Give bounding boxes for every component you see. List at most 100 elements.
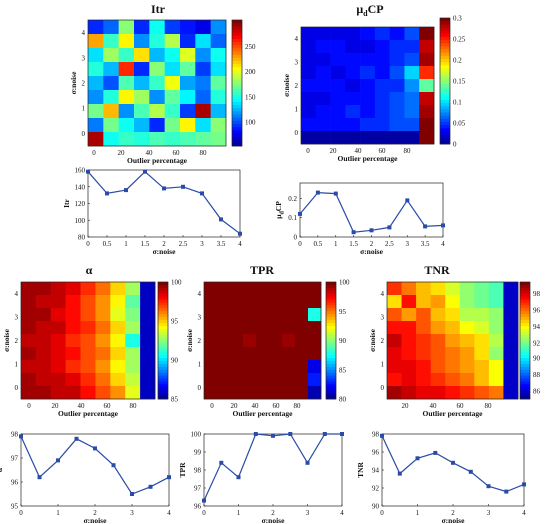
- heatmap-cell: [118, 62, 135, 77]
- colorbar-segment: [232, 64, 242, 68]
- heatmap-cell: [164, 76, 181, 91]
- line-panel-2: 0 0.5 1 1.5 2 2.5 3 3.5 4 80 100 120 140 160 σ:noise: [75, 167, 243, 257]
- heatmap-cell: [50, 347, 66, 361]
- heatmap-cell: [195, 118, 211, 133]
- heatmap-cell: [295, 386, 309, 400]
- data-point: [181, 184, 185, 189]
- data-point: [219, 460, 224, 465]
- heatmap-cell: [404, 40, 420, 54]
- heatmap-cell: [35, 360, 52, 374]
- colorbar-segment: [326, 346, 336, 350]
- heatmap-cell: [459, 308, 475, 322]
- heatmap-cell: [474, 308, 490, 322]
- heatmap-cell: [401, 295, 417, 309]
- x-axis-label: σ:noise: [84, 516, 108, 524]
- colorbar-tick-label: 0.1: [453, 99, 462, 107]
- heatmap-cell: [503, 360, 519, 374]
- x-tick-label: 4: [340, 509, 344, 517]
- heatmap-cell: [459, 360, 475, 374]
- colorbar-segment: [232, 48, 242, 52]
- heatmap-cell: [195, 48, 211, 63]
- heatmap-cell: [295, 347, 309, 361]
- heatmap-cell: [430, 334, 446, 348]
- colorbar-segment: [440, 77, 450, 82]
- heatmap-cell: [118, 34, 135, 49]
- heatmap-cell: [180, 104, 196, 119]
- heatmap-cell: [282, 386, 296, 400]
- heatmap-cell: [401, 347, 417, 361]
- heatmap-cell: [282, 360, 296, 374]
- heatmap-cell: [35, 308, 52, 322]
- heatmap-cell: [243, 321, 257, 335]
- heatmap-cell: [404, 92, 420, 106]
- heatmap-cell: [389, 53, 405, 67]
- heatmap-cell: [243, 386, 257, 400]
- heatmap-cell: [21, 386, 37, 400]
- heatmap-cell: [21, 321, 37, 335]
- colorbar-segment: [520, 375, 530, 379]
- heatmap-cell: [282, 295, 296, 309]
- heatmap-title: α: [86, 263, 93, 277]
- heatmap-cell: [445, 321, 461, 335]
- heatmap-cell: [269, 386, 283, 400]
- x-tick-label: 0: [210, 402, 214, 410]
- colorbar-segment: [440, 137, 450, 142]
- heatmap-cell: [210, 34, 227, 49]
- data-point: [19, 434, 23, 439]
- colorbar-segment: [232, 142, 242, 147]
- heatmap-cell: [474, 282, 490, 296]
- colorbar-segment: [440, 49, 450, 54]
- heatmap-cell: [301, 79, 317, 93]
- y-tick-label: 100: [191, 431, 202, 439]
- colorbar-segment: [326, 352, 336, 356]
- colorbar-tick-label: 94: [533, 323, 541, 331]
- heatmap-cell: [103, 20, 119, 35]
- colorbar-segment: [326, 293, 336, 298]
- heatmap-cell: [488, 386, 504, 400]
- colorbar-segment: [232, 108, 242, 112]
- heatmap-cell: [88, 48, 104, 63]
- x-tick-label: 60: [104, 402, 112, 410]
- y-tick-label: 98: [372, 431, 380, 439]
- heatmap-cell: [243, 308, 257, 322]
- heatmap-cell: [118, 118, 135, 133]
- heatmap-cell: [243, 282, 257, 296]
- y-tick-label: 4: [295, 35, 299, 43]
- colorbar-segment: [440, 118, 450, 123]
- y-axis-label: TNR: [356, 462, 365, 478]
- colorbar-segment: [158, 287, 168, 292]
- heatmap-cell: [118, 90, 135, 105]
- x-tick-label: 60: [379, 147, 387, 155]
- heatmap-title: TNR: [424, 263, 450, 277]
- colorbar-segment: [232, 38, 242, 43]
- x-tick-label: 2: [370, 240, 374, 248]
- colorbar-segment: [326, 387, 336, 391]
- line-panel-9: 0 1 2 3 4 90 92 94 96 98 σ:noise: [372, 431, 526, 524]
- colorbar-segment: [158, 372, 168, 376]
- heatmap-cell: [360, 105, 376, 119]
- line-panel-7: 0 1 2 3 4 95 96 97 98 σ:noise: [11, 431, 171, 524]
- data-point: [130, 492, 134, 496]
- y-tick-label: 1: [15, 360, 19, 368]
- x-tick-label: 80: [200, 149, 208, 157]
- colorbar-segment: [326, 296, 336, 300]
- colorbar-segment: [232, 29, 242, 33]
- x-axis-label: Outlier percentage: [233, 409, 294, 418]
- heatmap-cell: [345, 79, 361, 93]
- colorbar-segment: [520, 352, 530, 356]
- x-tick-label: 0: [202, 509, 206, 517]
- colorbar-tick-label: 100: [245, 119, 256, 127]
- heatmap-cell: [164, 34, 181, 49]
- colorbar-segment: [520, 393, 530, 397]
- heatmap-cell: [180, 76, 196, 91]
- data-point: [74, 436, 79, 441]
- heatmap-cell: [459, 295, 475, 309]
- heatmap-cell: [330, 40, 346, 54]
- y-axis-label: σ:noise: [69, 71, 78, 95]
- heatmap-cell: [488, 321, 504, 335]
- heatmap-cell: [301, 66, 317, 80]
- x-tick-label: 1: [56, 509, 60, 517]
- colorbar-segment: [232, 86, 242, 90]
- heatmap-cell: [308, 334, 322, 348]
- heatmap-cell: [269, 295, 283, 309]
